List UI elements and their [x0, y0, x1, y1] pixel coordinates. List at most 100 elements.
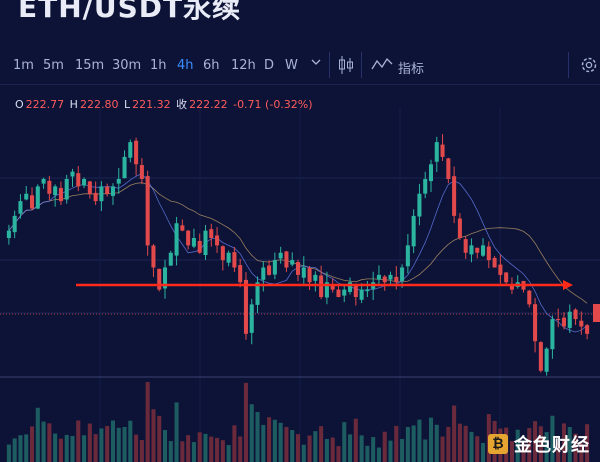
volume-bar	[197, 432, 202, 462]
candle-body	[353, 285, 358, 297]
candle-body	[197, 240, 202, 253]
indicator-button[interactable]: 指标	[398, 62, 425, 77]
logo-text: 金色财经	[514, 435, 590, 456]
candle-body	[99, 186, 104, 202]
volume-bar	[440, 436, 445, 462]
timeframe-d[interactable]: D	[264, 58, 275, 73]
candle-body	[382, 276, 387, 283]
candle-body	[585, 325, 590, 334]
page-title: ETH/USDT永续	[18, 0, 242, 24]
volume-bar	[6, 444, 11, 462]
candlestick-icon[interactable]	[337, 54, 355, 80]
timeframe-12h[interactable]: 12h	[231, 58, 256, 73]
timeframe-1m[interactable]: 1m	[13, 58, 34, 73]
candle-body	[556, 319, 561, 321]
volume-bar	[220, 440, 225, 462]
timeframe-6h[interactable]: 6h	[203, 58, 220, 73]
volume-bar	[400, 439, 405, 462]
candle-body	[278, 252, 283, 259]
candle-body	[301, 267, 306, 278]
candle-body	[12, 215, 17, 233]
candle-body	[504, 272, 509, 283]
candle-body	[162, 267, 168, 289]
candle-body	[457, 218, 462, 238]
volume-bar	[382, 431, 387, 462]
candle-body	[238, 265, 243, 283]
volume-bar	[203, 433, 208, 462]
current-price-tag	[593, 304, 600, 322]
volume-bar	[116, 427, 121, 462]
candle-body	[18, 201, 23, 214]
candle-body	[440, 144, 445, 157]
price-chart[interactable]	[0, 108, 600, 462]
volume-bar	[99, 428, 104, 462]
candle-body	[6, 230, 11, 238]
candle-body	[128, 142, 133, 158]
volume-bar	[12, 438, 17, 462]
volume-bar	[278, 422, 283, 462]
candle-body	[105, 186, 110, 194]
candle-body	[139, 165, 144, 179]
volume-bar	[336, 446, 341, 462]
volume-bar	[428, 417, 434, 462]
candle-body	[550, 319, 555, 350]
volume-bar	[527, 427, 532, 462]
candle-body	[47, 180, 52, 194]
candle-body	[394, 276, 399, 283]
high-key: H	[69, 98, 78, 111]
volume-bar	[585, 424, 590, 462]
candle-body	[463, 239, 468, 253]
candle-body	[220, 246, 225, 261]
toolbar-divider	[568, 52, 569, 78]
volume-bar	[29, 426, 35, 462]
timeframe-1h[interactable]: 1h	[150, 58, 167, 73]
candle-body	[538, 342, 543, 371]
candle-body	[122, 156, 127, 179]
volume-bar	[481, 442, 486, 462]
timeframe-w[interactable]: W	[285, 58, 298, 73]
volume-bar	[215, 437, 220, 462]
candle-body	[411, 215, 416, 247]
timeframe-5m[interactable]: 5m	[43, 58, 64, 73]
candle-body	[174, 223, 179, 256]
timeframe-4h[interactable]: 4h	[177, 58, 194, 73]
volume-bar	[388, 440, 393, 462]
candle-body	[481, 245, 486, 256]
toolbar-divider	[329, 52, 330, 78]
candle-body	[284, 251, 289, 268]
volume-bar	[307, 435, 312, 462]
volume-bar	[209, 436, 214, 462]
candle-body	[475, 247, 480, 253]
candle-body	[295, 262, 301, 275]
candle-body	[93, 192, 98, 202]
candle-body	[423, 179, 428, 194]
volume-bar	[533, 421, 538, 462]
timeframe-30m[interactable]: 30m	[112, 58, 142, 73]
timeframe-15m[interactable]: 15m	[75, 58, 105, 73]
support-annotation-arrowhead	[563, 280, 573, 290]
candle-body	[313, 274, 318, 281]
candle-body	[116, 179, 121, 184]
volume-bar	[180, 441, 185, 462]
volume-bar	[93, 434, 98, 462]
chevron-down-icon[interactable]	[311, 56, 321, 71]
volume-bar	[139, 439, 144, 462]
candle-body	[434, 142, 439, 162]
volume-bar	[359, 435, 364, 462]
indicator-wave-icon[interactable]	[371, 55, 393, 77]
volume-bar	[64, 434, 69, 462]
volume-bar	[174, 402, 179, 462]
candle-body	[168, 252, 173, 266]
close-value: 222.22	[189, 98, 228, 111]
volume-bar	[411, 425, 416, 462]
candle-body	[110, 186, 115, 196]
candle-body	[226, 252, 231, 263]
candle-body	[446, 158, 451, 179]
gear-icon[interactable]	[579, 55, 599, 79]
candle-body	[151, 245, 156, 268]
candle-body	[232, 252, 237, 268]
volume-bar	[186, 435, 191, 462]
candle-body	[544, 348, 549, 372]
candle-body	[492, 257, 497, 268]
candle-body	[35, 186, 40, 209]
